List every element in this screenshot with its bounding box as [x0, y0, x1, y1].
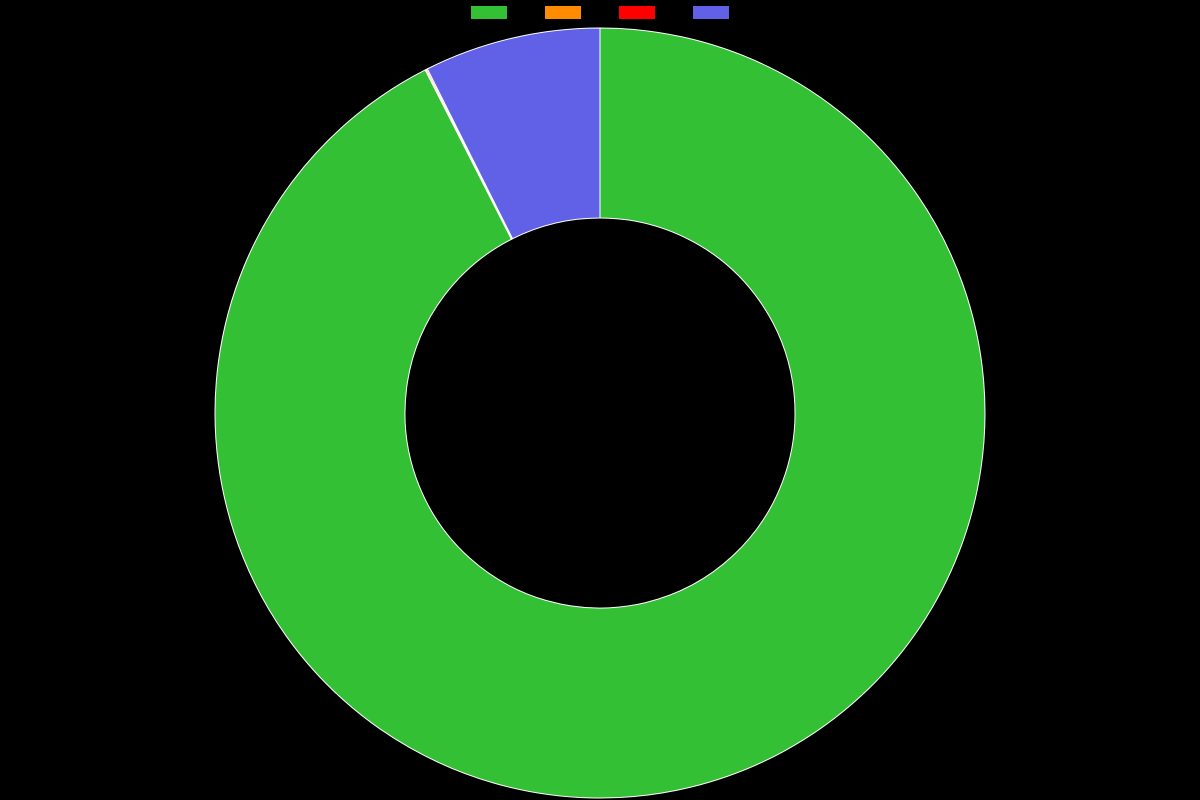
- donut-chart-container: [0, 0, 1200, 800]
- donut-chart: [0, 0, 1200, 800]
